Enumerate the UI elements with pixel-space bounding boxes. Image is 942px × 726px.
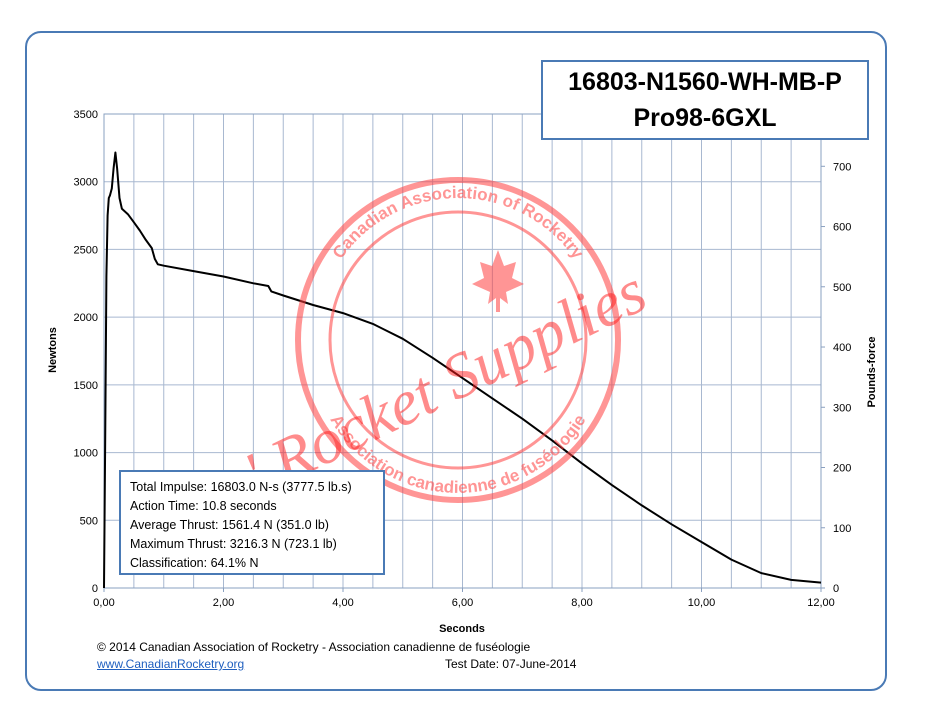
test-date: Test Date: 07-June-2014: [445, 657, 577, 671]
classification: Classification: 64.1% N: [130, 556, 259, 570]
motor-case: Pro98-6GXL: [633, 104, 777, 132]
x-tick-label: 12,00: [807, 597, 835, 609]
y2-tick-label: 600: [833, 222, 851, 234]
x-tick-label: 2,00: [213, 597, 234, 609]
y2-tick-label: 700: [833, 161, 851, 173]
x-tick-label: 6,00: [452, 597, 473, 609]
x-tick-label: 4,00: [332, 597, 353, 609]
maximum-thrust: Maximum Thrust: 3216.3 N (723.1 lb): [130, 537, 337, 551]
total-impulse: Total Impulse: 16803.0 N-s (3777.5 lb.s): [130, 480, 352, 494]
motor-title-box: 16803-N1560-WH-MB-P Pro98-6GXL: [541, 60, 869, 140]
x-axis-label: Seconds: [439, 623, 485, 635]
copyright-text: © 2014 Canadian Association of Rocketry …: [97, 640, 531, 654]
y-tick-label: 1500: [74, 380, 98, 392]
y-tick-label: 1000: [74, 448, 98, 460]
y2-tick-label: 400: [833, 342, 851, 354]
y-tick-label: 2500: [74, 244, 98, 256]
y-tick-label: 2000: [74, 312, 98, 324]
y-tick-label: 500: [80, 515, 98, 527]
y2-tick-label: 100: [833, 523, 851, 535]
y2-tick-label: 200: [833, 463, 851, 475]
x-tick-label: 0,00: [93, 597, 114, 609]
average-thrust: Average Thrust: 1561.4 N (351.0 lb): [130, 518, 329, 532]
y-tick-label: 3000: [74, 177, 98, 189]
y2-tick-label: 0: [833, 583, 839, 595]
axis-ticks: 0,00 2,00 4,00 6,00 8,00 10,00 12,000500100015…: [74, 109, 852, 609]
y-axis-label: Newtons: [47, 327, 59, 373]
action-time: Action Time: 10.8 seconds: [130, 499, 277, 513]
motor-designation: 16803-N1560-WH-MB-P: [568, 68, 842, 96]
x-tick-label: 8,00: [571, 597, 592, 609]
y2-tick-label: 300: [833, 402, 851, 414]
website-link[interactable]: www.CanadianRocketry.org: [97, 657, 245, 671]
y-tick-label: 3500: [74, 109, 98, 121]
stats-box: Total Impulse: 16803.0 N-s (3777.5 lb.s)…: [119, 470, 385, 575]
y2-tick-label: 500: [833, 282, 851, 294]
y2-axis-label: Pounds-force: [866, 337, 878, 408]
x-tick-label: 10,00: [688, 597, 716, 609]
y-tick-label: 0: [92, 583, 98, 595]
